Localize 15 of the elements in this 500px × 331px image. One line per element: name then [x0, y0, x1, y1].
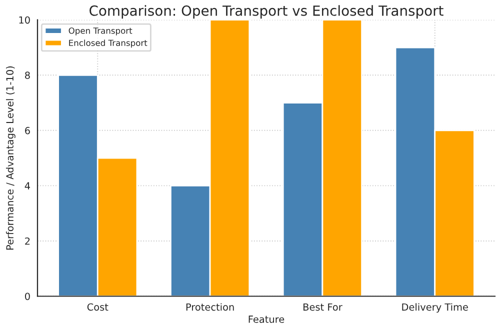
y-tick-label: 2	[25, 237, 30, 245]
x-tick-label: Cost	[87, 303, 108, 311]
y-tick-label: 8	[25, 72, 30, 79]
y-tick-label: 4	[24, 182, 30, 190]
x-tick-label: Delivery Time	[402, 303, 468, 313]
y-tick-label: 6	[25, 126, 30, 134]
legend-label: Enclosed Transport	[69, 40, 148, 48]
x-axis-title: Feature	[248, 316, 284, 323]
x-tick-label: Best For	[304, 303, 342, 311]
y-axis-title: Performance / Advantage Level (1-10)	[6, 66, 16, 250]
legend-label: Open Transport	[68, 28, 132, 36]
chart-title: Comparison: Open Transport vs Enclosed Transport	[90, 5, 444, 19]
x-tick-label: Protection	[186, 303, 234, 311]
y-tick-label: 10	[19, 16, 30, 24]
y-tick-label: 0	[25, 292, 30, 300]
